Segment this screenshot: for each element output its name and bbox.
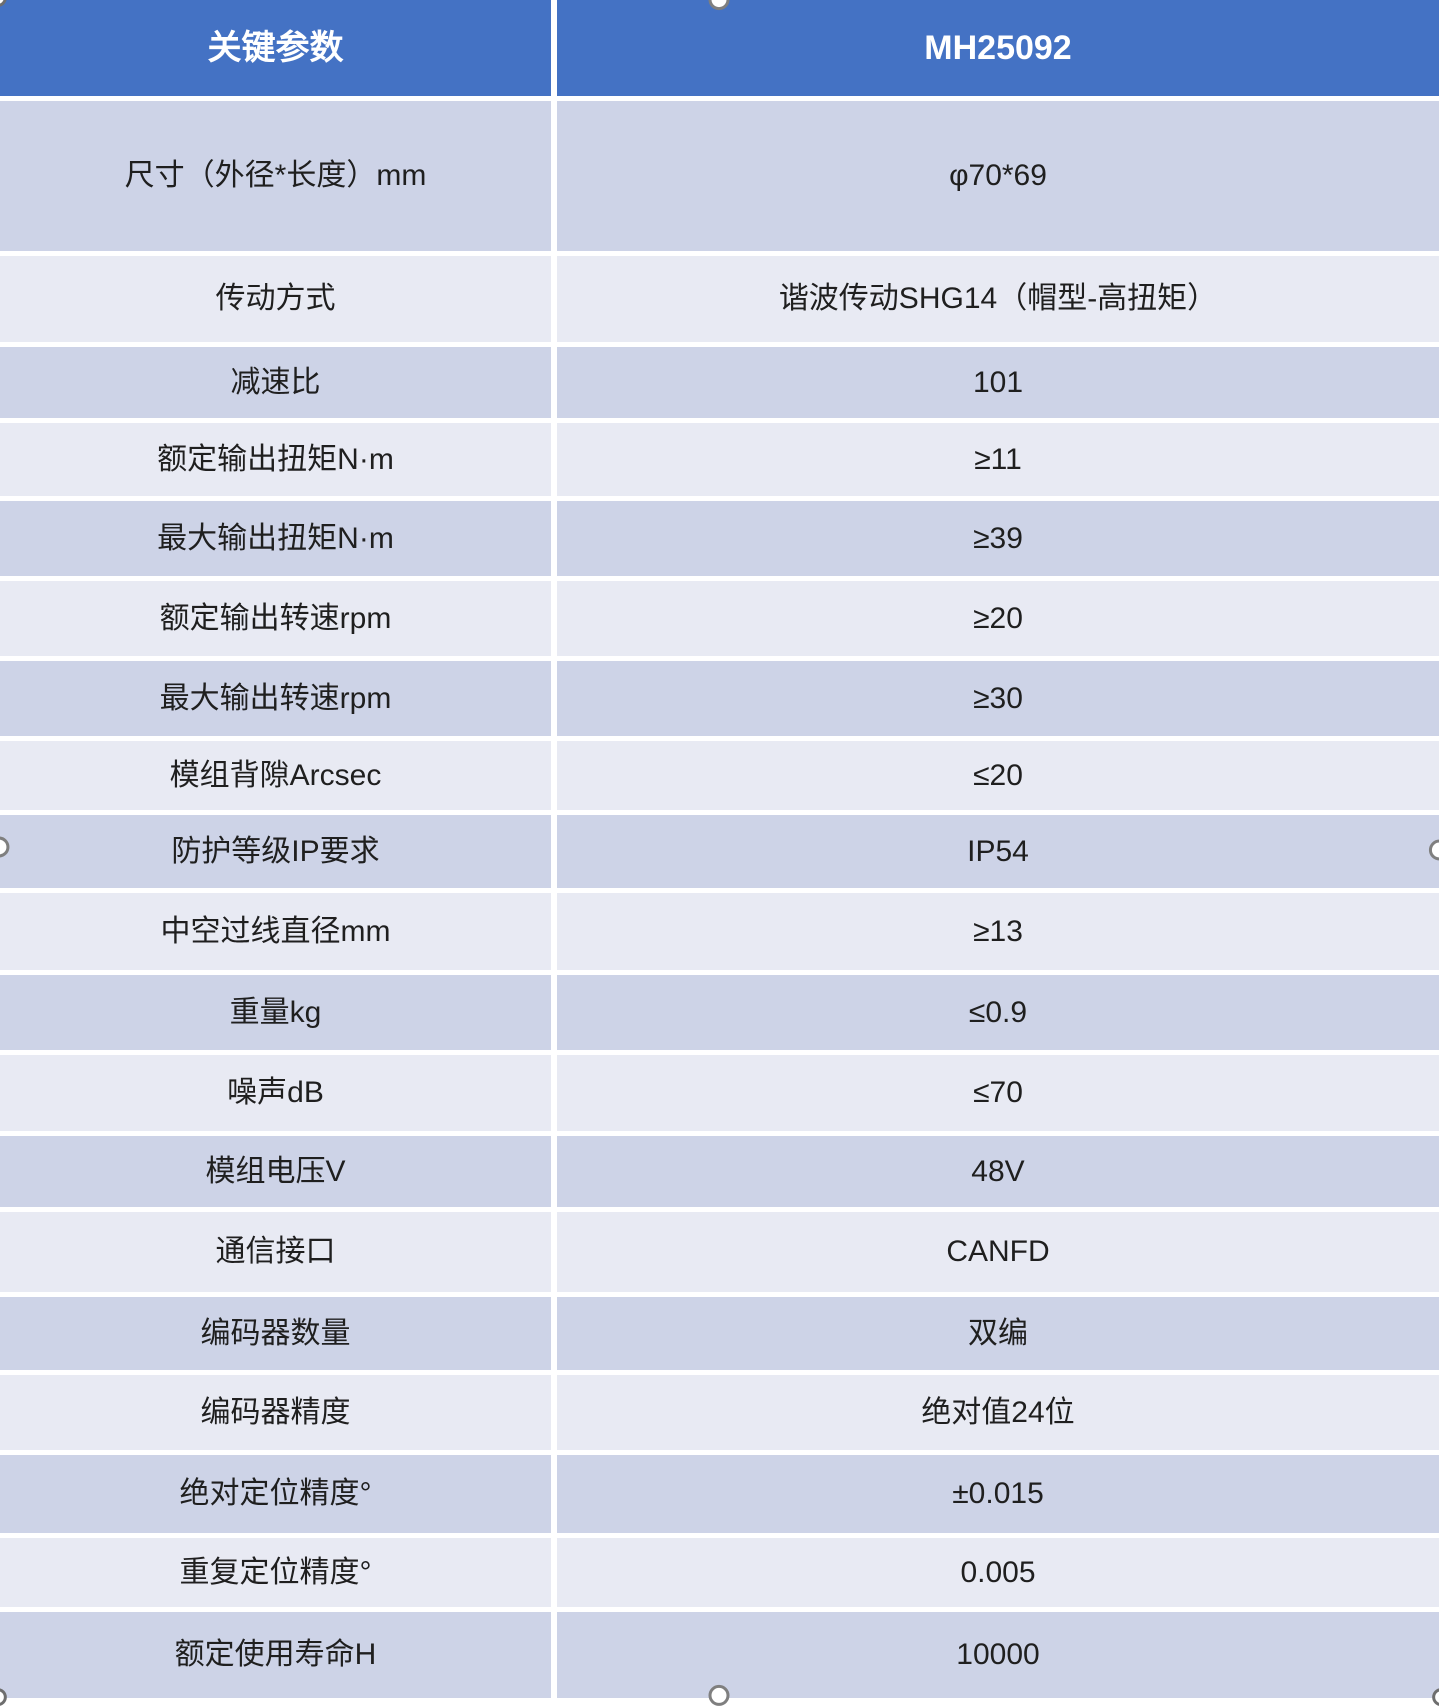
param-value: 48V	[557, 1136, 1439, 1207]
param-value: ≤20	[557, 741, 1439, 810]
table-row: 绝对定位精度° ±0.015	[0, 1455, 1439, 1533]
table-row: 模组电压V 48V	[0, 1136, 1439, 1207]
param-value: ≥30	[557, 661, 1439, 736]
param-label: 通信接口	[0, 1212, 551, 1292]
header-param-column: 关键参数	[0, 0, 551, 96]
param-value: 10000	[557, 1612, 1439, 1698]
table-row: 最大输出转速rpm ≥30	[0, 661, 1439, 736]
table-row: 编码器精度 绝对值24位	[0, 1375, 1439, 1450]
table-row: 传动方式 谐波传动SHG14（帽型-高扭矩）	[0, 256, 1439, 342]
param-value: IP54	[557, 815, 1439, 888]
table-row: 模组背隙Arcsec ≤20	[0, 741, 1439, 810]
param-label: 噪声dB	[0, 1055, 551, 1131]
table-row: 最大输出扭矩N·m ≥39	[0, 501, 1439, 576]
param-value: 绝对值24位	[557, 1375, 1439, 1450]
table-row: 额定输出转速rpm ≥20	[0, 581, 1439, 656]
param-value: ≤70	[557, 1055, 1439, 1131]
param-value: 谐波传动SHG14（帽型-高扭矩）	[557, 256, 1439, 342]
table-row: 防护等级IP要求 IP54	[0, 815, 1439, 888]
header-model-column: MH25092	[557, 0, 1439, 96]
table-row: 噪声dB ≤70	[0, 1055, 1439, 1131]
param-label: 尺寸（外径*长度）mm	[0, 101, 551, 251]
param-label: 额定输出扭矩N·m	[0, 423, 551, 496]
param-label: 重复定位精度°	[0, 1538, 551, 1607]
param-label: 模组背隙Arcsec	[0, 741, 551, 810]
param-value: ≥20	[557, 581, 1439, 656]
param-label: 编码器数量	[0, 1297, 551, 1370]
param-label: 额定使用寿命H	[0, 1612, 551, 1698]
table-row: 重量kg ≤0.9	[0, 975, 1439, 1050]
param-label: 编码器精度	[0, 1375, 551, 1450]
table-row: 减速比 101	[0, 347, 1439, 418]
table-row: 编码器数量 双编	[0, 1297, 1439, 1370]
table-header-row: 关键参数 MH25092	[0, 0, 1439, 96]
param-value: CANFD	[557, 1212, 1439, 1292]
param-value: φ70*69	[557, 101, 1439, 251]
table-row: 额定输出扭矩N·m ≥11	[0, 423, 1439, 496]
param-value: ≥39	[557, 501, 1439, 576]
param-label: 最大输出转速rpm	[0, 661, 551, 736]
table-row: 重复定位精度° 0.005	[0, 1538, 1439, 1607]
param-value: ≥11	[557, 423, 1439, 496]
param-value: 101	[557, 347, 1439, 418]
param-value: ≤0.9	[557, 975, 1439, 1050]
resize-handle-bottom[interactable]	[708, 1684, 730, 1706]
param-value: 0.005	[557, 1538, 1439, 1607]
param-label: 中空过线直径mm	[0, 893, 551, 970]
table-row: 中空过线直径mm ≥13	[0, 893, 1439, 970]
table-row: 额定使用寿命H 10000	[0, 1612, 1439, 1698]
param-label: 重量kg	[0, 975, 551, 1050]
param-value: ≥13	[557, 893, 1439, 970]
param-label: 额定输出转速rpm	[0, 581, 551, 656]
resize-handle-right[interactable]	[1428, 839, 1439, 861]
param-label: 最大输出扭矩N·m	[0, 501, 551, 576]
param-value: 双编	[557, 1297, 1439, 1370]
param-label: 绝对定位精度°	[0, 1455, 551, 1533]
param-label: 模组电压V	[0, 1136, 551, 1207]
param-label: 传动方式	[0, 256, 551, 342]
table-row: 通信接口 CANFD	[0, 1212, 1439, 1292]
param-label: 减速比	[0, 347, 551, 418]
param-label: 防护等级IP要求	[0, 815, 551, 888]
table-row: 尺寸（外径*长度）mm φ70*69	[0, 101, 1439, 251]
param-value: ±0.015	[557, 1455, 1439, 1533]
resize-handle-bottom-right[interactable]	[1432, 1688, 1439, 1706]
